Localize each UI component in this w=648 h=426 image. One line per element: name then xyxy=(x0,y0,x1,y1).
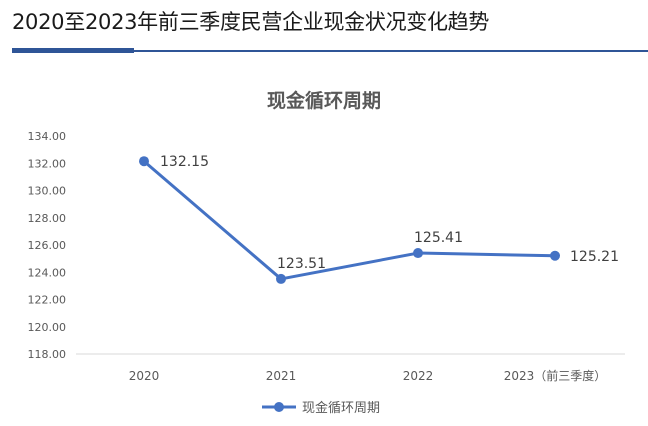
page-title: 2020至2023年前三季度民营企业现金状况变化趋势 xyxy=(12,10,490,34)
y-tick-label: 124.00 xyxy=(28,266,67,279)
y-tick-label: 134.00 xyxy=(28,130,67,143)
legend-label: 现金循环周期 xyxy=(302,400,380,416)
data-point xyxy=(276,273,286,284)
y-tick-label: 120.00 xyxy=(28,321,67,334)
x-tick-label: 2023（前三季度） xyxy=(504,368,607,383)
x-tick-label: 2021 xyxy=(266,369,297,383)
data-label: 125.21 xyxy=(570,249,619,265)
data-label: 125.41 xyxy=(414,230,463,246)
y-tick-label: 130.00 xyxy=(28,185,67,198)
header-divider xyxy=(134,50,648,52)
x-tick-label: 2020 xyxy=(129,369,160,383)
page-header: 2020至2023年前三季度民营企业现金状况变化趋势 xyxy=(0,0,648,56)
y-tick-label: 132.00 xyxy=(28,157,67,170)
y-tick-label: 126.00 xyxy=(28,239,67,252)
series-line xyxy=(142,159,557,281)
chart-title: 现金循环周期 xyxy=(267,89,381,112)
data-label: 132.15 xyxy=(160,154,209,170)
data-point xyxy=(139,156,149,167)
legend-marker xyxy=(274,402,284,412)
y-tick-label: 122.00 xyxy=(28,294,67,307)
data-point xyxy=(550,250,560,261)
data-label: 123.51 xyxy=(277,256,326,272)
header-accent-bar xyxy=(12,48,134,53)
y-tick-label: 118.00 xyxy=(28,348,67,361)
data-point xyxy=(413,248,423,259)
x-tick-label: 2022 xyxy=(403,369,434,383)
y-tick-label: 128.00 xyxy=(28,212,67,225)
